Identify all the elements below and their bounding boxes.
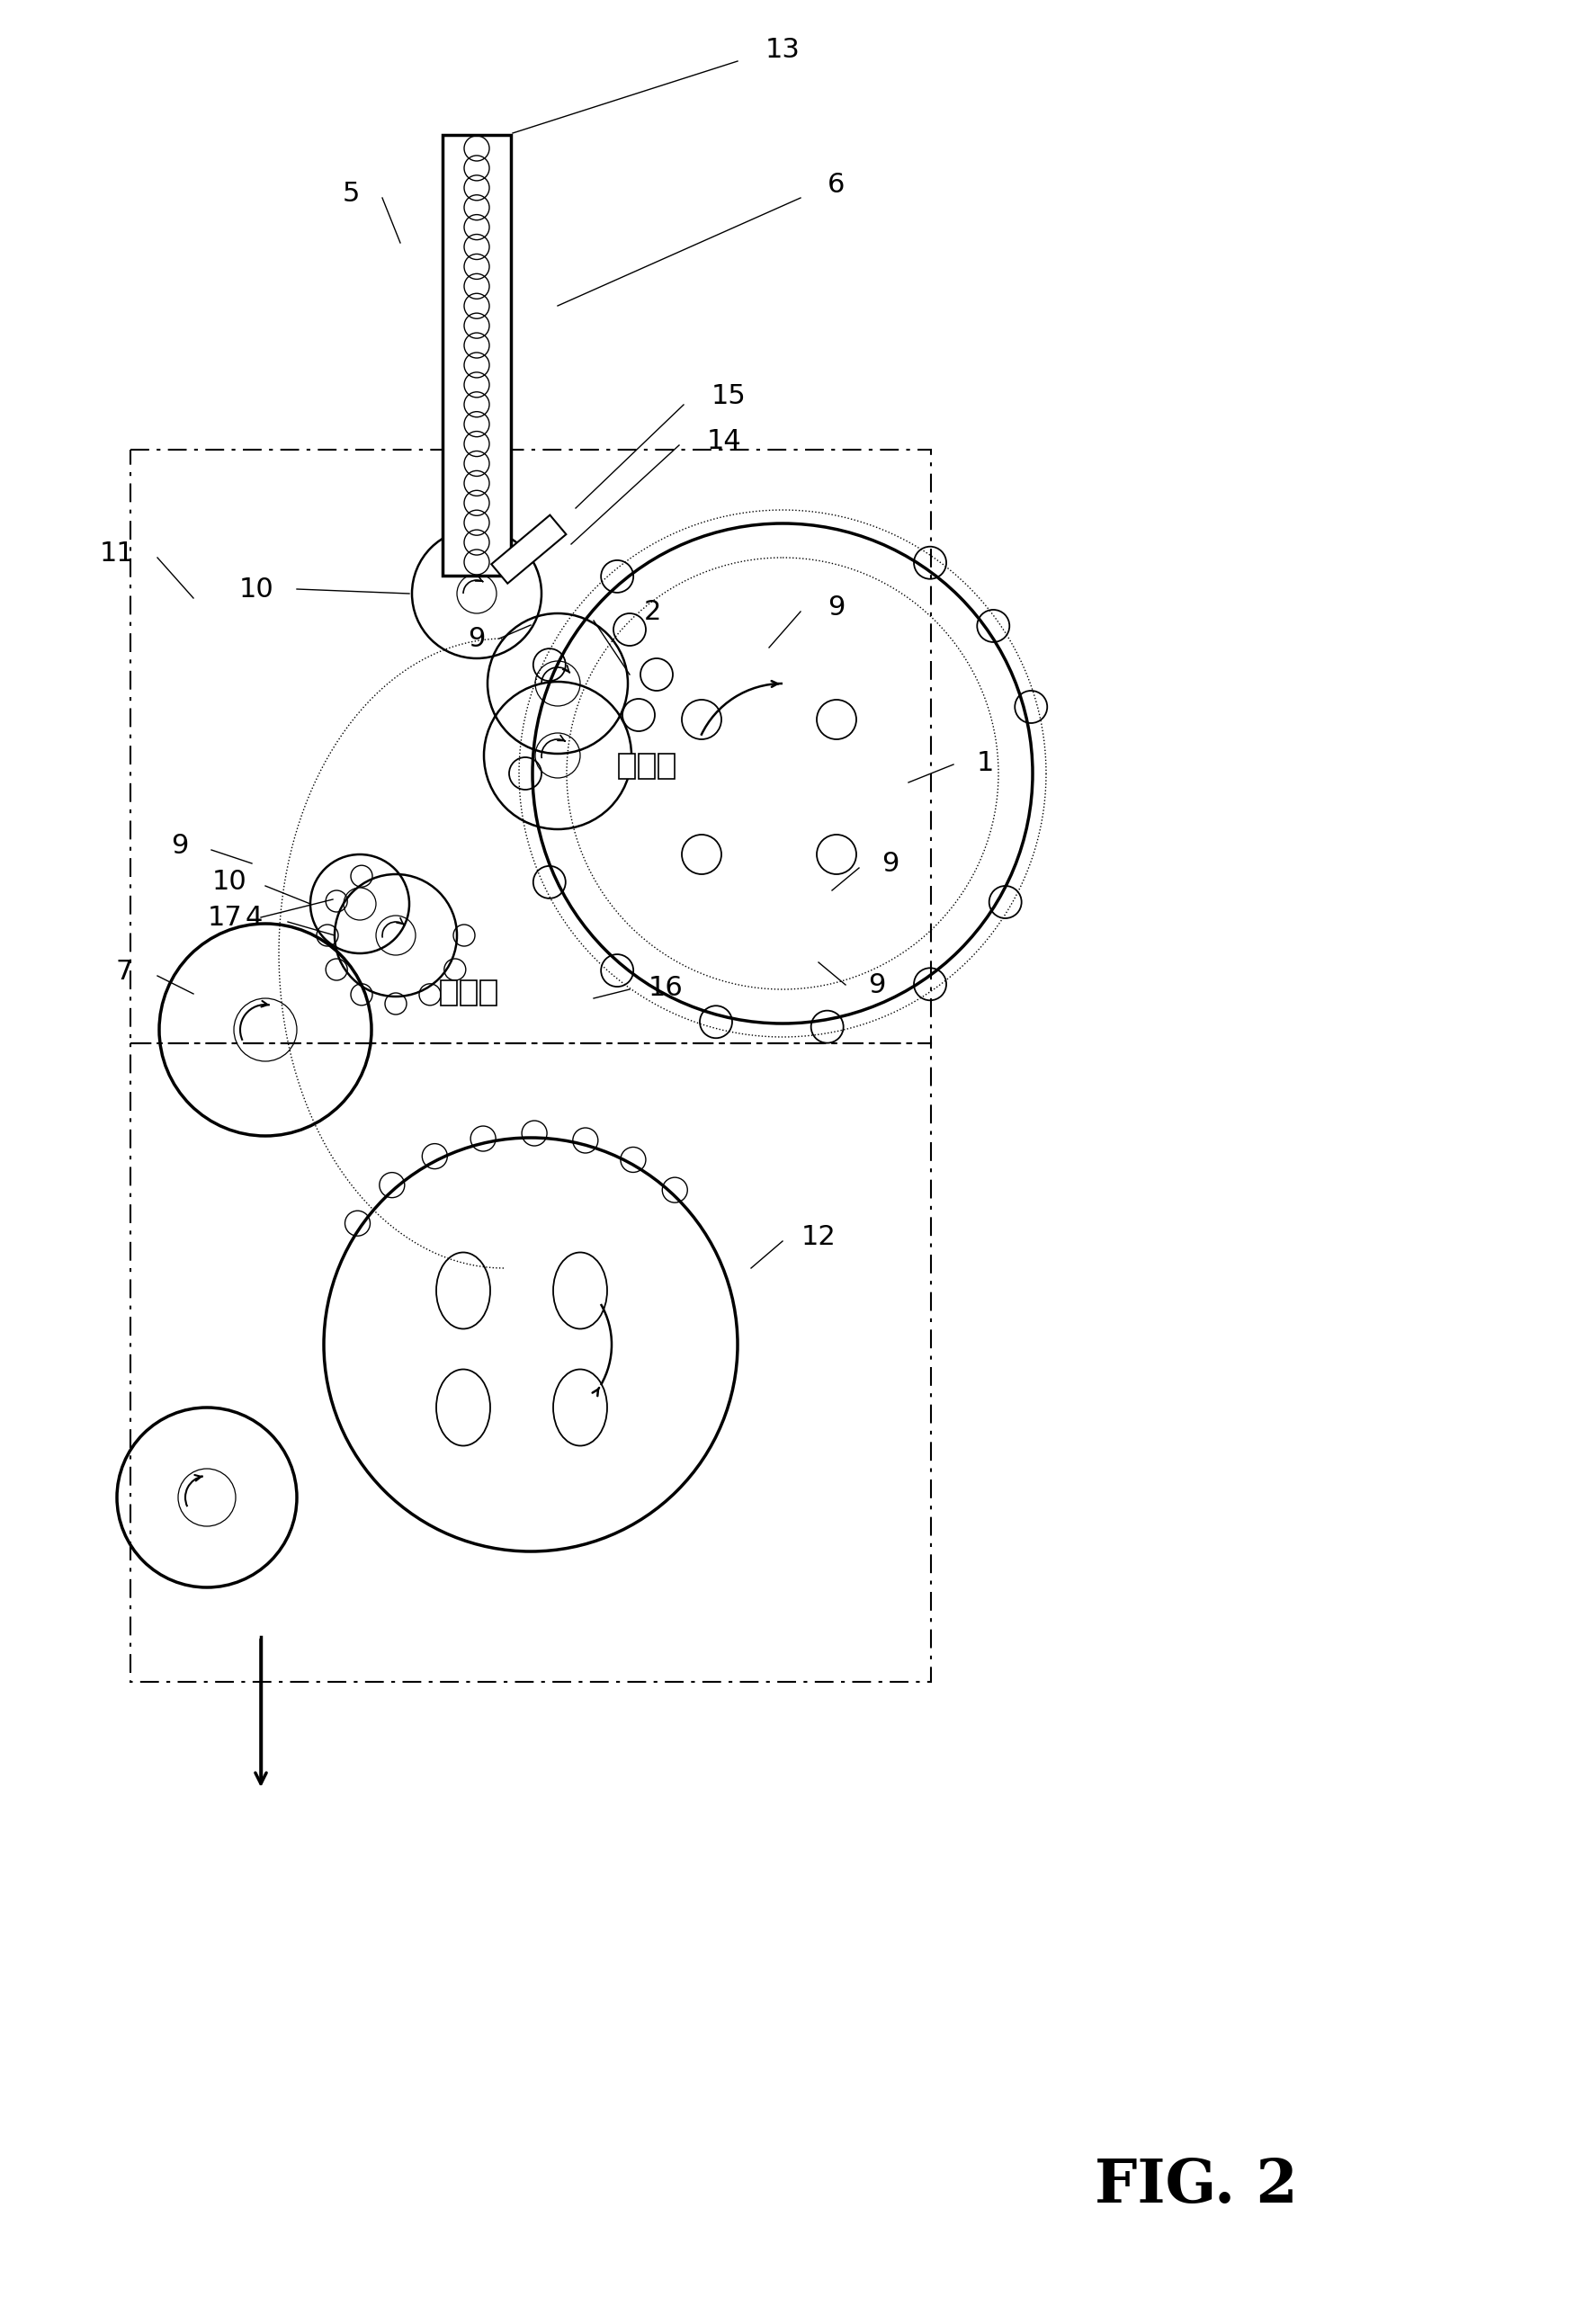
Text: 9: 9 [171,832,188,858]
Bar [480,981,496,1006]
Bar [638,753,654,779]
Text: 9: 9 [882,851,900,876]
Text: 5: 5 [342,181,360,207]
Text: 10: 10 [212,869,247,895]
Text: 1: 1 [976,751,993,776]
Text: FIG. 2: FIG. 2 [1095,2157,1297,2215]
Text: 10: 10 [239,576,274,602]
Text: 4: 4 [246,904,263,930]
Text: 17: 17 [208,904,242,930]
Text: 16: 16 [648,974,683,1002]
Text: 2: 2 [643,600,661,625]
Bar [442,135,512,576]
Bar [130,449,931,1043]
Bar [461,981,477,1006]
Bar [619,753,635,779]
Text: 11: 11 [100,539,135,567]
Text: 9: 9 [467,625,485,651]
Bar [659,753,675,779]
Text: 6: 6 [828,172,846,198]
Bar [130,1043,931,1683]
Text: 9: 9 [868,971,885,997]
Text: 9: 9 [828,595,846,621]
Text: 15: 15 [711,383,746,409]
Text: 7: 7 [116,957,133,985]
Text: 13: 13 [765,37,800,63]
Text: 12: 12 [802,1225,836,1250]
Bar [491,516,565,583]
Text: 14: 14 [706,428,741,453]
Bar [440,981,456,1006]
